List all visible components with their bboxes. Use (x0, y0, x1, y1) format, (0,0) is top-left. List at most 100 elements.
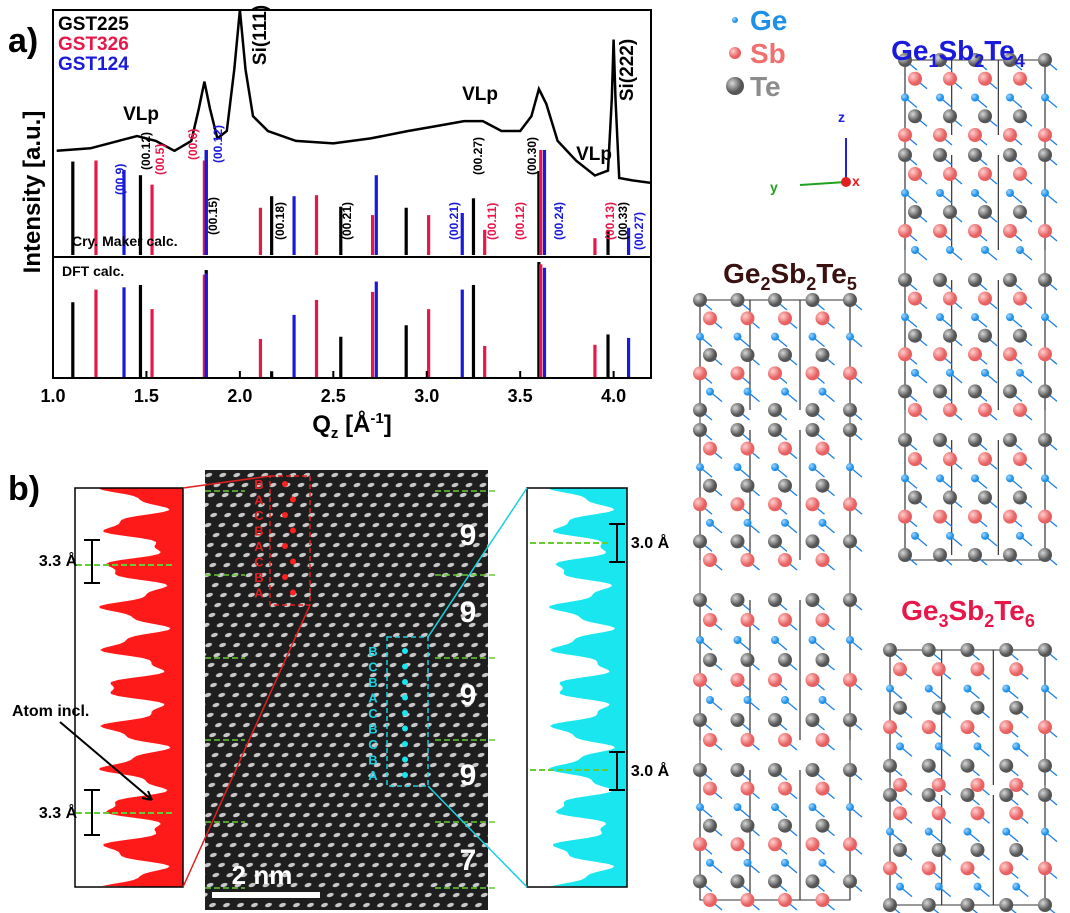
atom (740, 781, 755, 796)
atom (946, 368, 954, 377)
legend-atom (732, 17, 738, 23)
atom (818, 696, 827, 704)
atom (808, 636, 817, 644)
atom (908, 452, 922, 467)
atom (1002, 827, 1011, 836)
atom (1038, 148, 1052, 162)
red-profile (98, 488, 183, 887)
peak-stick (539, 150, 543, 255)
atom (921, 643, 936, 657)
atom (931, 843, 946, 857)
miller-label: (00.15) (206, 197, 220, 235)
atom (973, 742, 982, 751)
block-count: 9 (460, 596, 477, 629)
formula-element: Ge (723, 258, 760, 289)
atom (898, 548, 912, 562)
atom (843, 673, 857, 687)
atom (743, 387, 752, 396)
atom (968, 384, 982, 399)
stacking-letter: B (254, 570, 263, 585)
miller-label: (00.18) (273, 202, 287, 240)
atom (933, 384, 947, 399)
atom (1038, 433, 1052, 447)
atom-dot (402, 710, 408, 716)
plot-frame (52, 9, 652, 379)
atom (1038, 720, 1052, 735)
crystal-block (898, 148, 1058, 261)
atom (703, 653, 717, 667)
miller-label: (00.12) (211, 125, 225, 163)
legend-atom (729, 47, 741, 59)
atom-legend-label: Te (750, 71, 781, 102)
peak-stick (270, 196, 274, 255)
atom (696, 803, 704, 812)
atom (883, 643, 897, 657)
atom (1038, 643, 1052, 657)
peak-stick (258, 339, 263, 377)
link (182, 475, 271, 489)
atom (805, 534, 820, 549)
atom (978, 291, 992, 306)
atom (706, 518, 714, 527)
stacking-letter: C (368, 660, 378, 675)
peak-stick (537, 171, 541, 255)
atom (931, 778, 946, 792)
atom (999, 861, 1014, 876)
atom (898, 224, 912, 238)
atom (693, 673, 707, 687)
formula-subscript: 3 (938, 611, 948, 631)
atom (978, 490, 992, 505)
atom (815, 818, 830, 833)
atom (805, 673, 820, 687)
atom (1003, 347, 1017, 362)
peak-stick (71, 161, 75, 255)
atom (893, 778, 907, 792)
legend-entry: GST225 (58, 14, 129, 35)
atom (898, 433, 912, 447)
atom (843, 874, 857, 889)
atom (978, 167, 992, 181)
formula-element: Sb (938, 35, 974, 66)
atom (1038, 861, 1052, 876)
atom (846, 463, 854, 472)
atom (740, 441, 755, 456)
peak-stick (593, 238, 597, 255)
atom (743, 696, 752, 704)
atom-dot (402, 679, 408, 685)
stacking-letter: B (368, 675, 377, 690)
atom (696, 332, 704, 341)
miller-label: (00.21) (447, 202, 461, 240)
x-tick-label: 1.5 (134, 386, 159, 406)
atom (970, 778, 985, 792)
atom (960, 643, 975, 657)
peak-stick (471, 198, 476, 255)
atom (768, 837, 782, 852)
atom (963, 827, 972, 836)
atom (703, 348, 717, 362)
miller-label: (00.11) (485, 203, 499, 240)
atom (896, 742, 904, 751)
atom (693, 837, 707, 852)
formula-subscript: 1 (928, 51, 938, 71)
atom (1003, 384, 1017, 399)
bracket (84, 539, 100, 584)
atom (1013, 291, 1027, 306)
atom (740, 311, 755, 326)
atom (883, 861, 897, 876)
peak-stick (606, 334, 610, 377)
atom (815, 893, 830, 907)
atom (978, 403, 992, 417)
atom (936, 313, 944, 322)
atom (943, 490, 957, 505)
x-label-unit: [Å (338, 410, 370, 438)
atom (730, 497, 745, 512)
atom (1003, 148, 1017, 162)
atom (1013, 71, 1027, 86)
atom (843, 366, 857, 381)
peak-label: VLp (123, 104, 159, 125)
atom (933, 53, 947, 67)
atom (981, 531, 989, 540)
atom (971, 189, 979, 197)
atom (733, 463, 742, 472)
atom (706, 696, 714, 704)
